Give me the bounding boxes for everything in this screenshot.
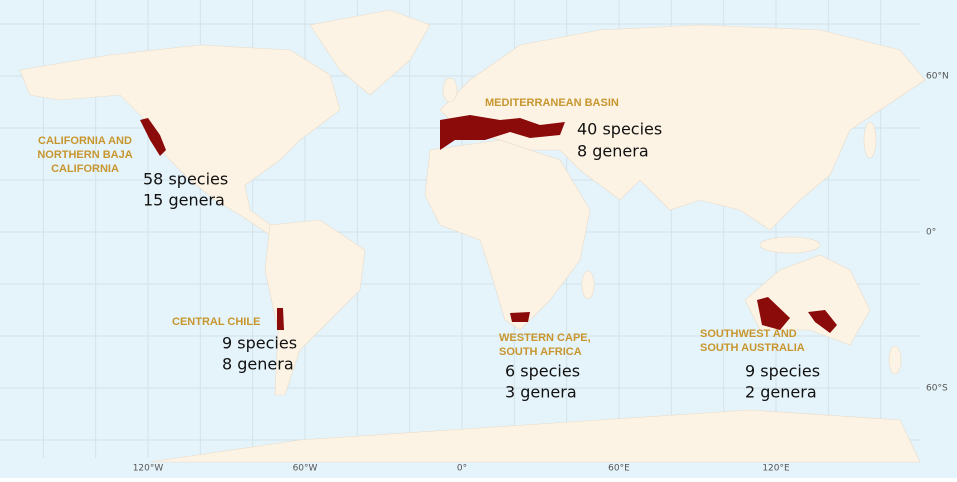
region-name: CENTRAL CHILE [172, 316, 260, 328]
species-count: 40 species [577, 120, 662, 139]
species-count: 58 species [143, 170, 228, 189]
britain [442, 77, 458, 103]
region-name: SOUTHWEST AND [700, 328, 797, 340]
indonesia [759, 236, 821, 254]
genera-count: 2 genera [745, 383, 817, 402]
landmasses [19, 9, 926, 463]
region-name: WESTERN CAPE, [499, 332, 591, 344]
genera-count: 8 genera [222, 355, 294, 374]
lon-label: 0° [457, 464, 467, 474]
south-america [264, 219, 366, 396]
california-biome [140, 118, 166, 156]
species-count: 9 species [745, 362, 820, 381]
region-labels: CALIFORNIA AND NORTHERN BAJA CALIFORNIA … [37, 97, 820, 402]
new-zealand [888, 345, 902, 375]
genera-count: 8 genera [577, 142, 649, 161]
sw-australia-biome [757, 297, 790, 330]
region-name: CALIFORNIA [51, 163, 119, 175]
lon-label: 120°E [762, 464, 790, 474]
region-name: SOUTH AUSTRALIA [700, 342, 805, 354]
region-name: CALIFORNIA AND [38, 135, 132, 147]
species-count: 6 species [505, 362, 580, 381]
species-count: 9 species [222, 334, 297, 353]
cape-biome [510, 312, 530, 322]
s-australia-biome [808, 310, 837, 333]
antarctica [149, 409, 921, 463]
africa [424, 139, 591, 331]
japan [863, 121, 877, 159]
biomes [140, 115, 837, 333]
chile-biome [277, 308, 284, 330]
lon-label: 120°W [133, 464, 164, 474]
lon-label: 60°W [293, 464, 318, 474]
region-name: NORTHERN BAJA [37, 149, 132, 161]
mediterranean-biome [440, 115, 565, 150]
region-name: MEDITERRANEAN BASIN [485, 97, 619, 109]
eurasia [439, 24, 926, 231]
lat-label: 60°S [926, 384, 948, 394]
greenland [309, 9, 431, 96]
lon-label: 60°E [608, 464, 630, 474]
region-name: SOUTH AFRICA [499, 346, 582, 358]
genera-count: 15 genera [143, 191, 225, 210]
genera-count: 3 genera [505, 383, 577, 402]
lat-label: 60°N [926, 72, 949, 82]
lat-label: 0° [926, 228, 936, 238]
madagascar [581, 270, 595, 300]
